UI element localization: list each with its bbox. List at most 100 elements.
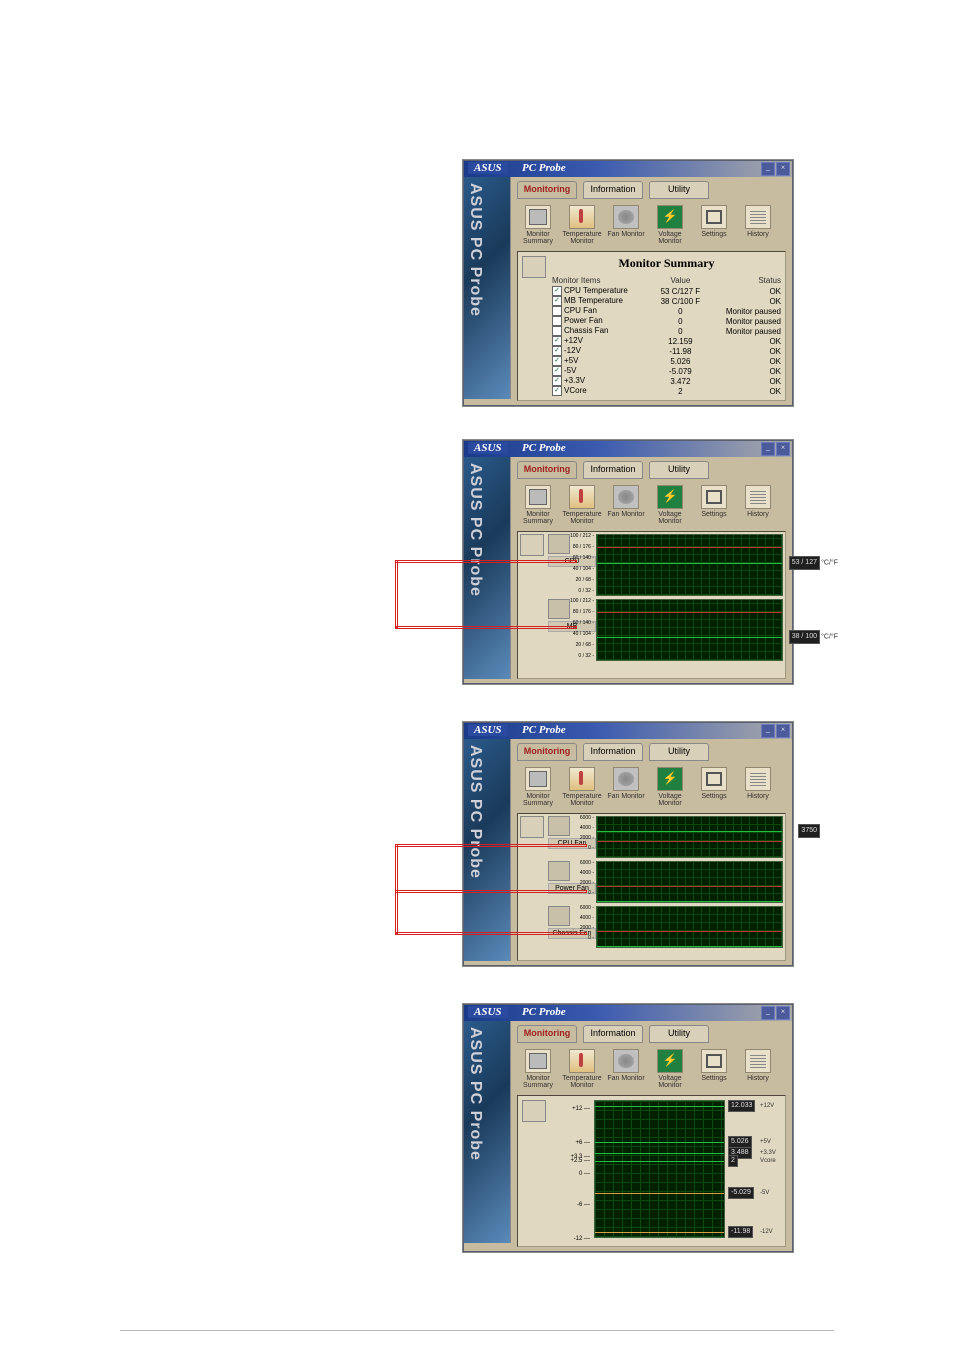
- threshold-line: [597, 841, 782, 842]
- monitor-item-value: 53 C/127 F: [654, 286, 707, 296]
- checkbox[interactable]: ✓: [552, 336, 562, 346]
- tool-settings[interactable]: Settings: [693, 1049, 735, 1089]
- monitor-item-status: OK: [707, 386, 781, 396]
- monitor-item-value: 5.026: [654, 356, 707, 366]
- checkbox[interactable]: [552, 316, 562, 326]
- tool-history[interactable]: History: [737, 485, 779, 525]
- tab-monitoring[interactable]: Monitoring: [517, 181, 577, 199]
- voltage-panel: +12 —+6 —+3.3 —+2.5 —0 —-6 —-12 — 12.033…: [517, 1095, 786, 1247]
- voltage-name: +3.3V: [760, 1150, 776, 1156]
- tool-temperature[interactable]: Temperature Monitor: [561, 1049, 603, 1089]
- tool-temperature[interactable]: Temperature Monitor: [561, 485, 603, 525]
- tool-fan[interactable]: Fan Monitor: [605, 767, 647, 807]
- checkbox[interactable]: ✓: [552, 366, 562, 376]
- tab-information[interactable]: Information: [583, 1025, 643, 1043]
- tab-information[interactable]: Information: [583, 743, 643, 761]
- tool-fan[interactable]: Fan Monitor: [605, 485, 647, 525]
- tab-utility[interactable]: Utility: [649, 1025, 709, 1043]
- minimize-button[interactable]: _: [761, 442, 775, 456]
- history-icon: [745, 485, 771, 509]
- voltage-value: -5.029: [728, 1187, 754, 1199]
- ytick: 0 —: [579, 1171, 590, 1177]
- sidebar: ASUS PC Probe: [464, 177, 511, 399]
- toolbar: Monitor Summary Temperature Monitor Fan …: [517, 1047, 786, 1091]
- minimize-button[interactable]: _: [761, 724, 775, 738]
- close-button[interactable]: ×: [776, 442, 790, 456]
- monitor-item-value: 2: [654, 386, 707, 396]
- voltage-line: [595, 1153, 724, 1154]
- sidebar-brand: ASUS PC Probe: [466, 463, 484, 597]
- ytick: 4000 -: [580, 826, 594, 831]
- callout-line: [395, 560, 398, 628]
- monitor-item-name: -5V: [564, 366, 576, 375]
- ytick: +12 —: [572, 1106, 590, 1112]
- tab-bar: Monitoring Information Utility: [517, 461, 786, 479]
- window-title: PC Probe: [522, 724, 566, 736]
- tool-monitor-summary[interactable]: Monitor Summary: [517, 1049, 559, 1089]
- tool-temperature[interactable]: Temperature Monitor: [561, 767, 603, 807]
- sidebar-brand: ASUS PC Probe: [466, 1027, 484, 1161]
- tool-temperature[interactable]: Temperature Monitor: [561, 205, 603, 245]
- sidebar: ASUS PC Probe: [464, 457, 511, 679]
- data-line: [597, 831, 782, 832]
- checkbox[interactable]: ✓: [552, 346, 562, 356]
- tab-monitoring[interactable]: Monitoring: [517, 743, 577, 761]
- monitor-item-status: OK: [707, 356, 781, 366]
- toolbar: Monitor Summary Temperature Monitor Fan …: [517, 483, 786, 527]
- threshold-line: [597, 612, 782, 613]
- minimize-button[interactable]: _: [761, 162, 775, 176]
- tool-voltage[interactable]: Voltage Monitor: [649, 485, 691, 525]
- tool-fan[interactable]: Fan Monitor: [605, 1049, 647, 1089]
- tab-utility[interactable]: Utility: [649, 461, 709, 479]
- checkbox[interactable]: ✓: [552, 386, 562, 396]
- voltage-name: +12V: [760, 1103, 774, 1109]
- tab-utility[interactable]: Utility: [649, 181, 709, 199]
- table-row: ✓+5V 5.026 OK: [552, 356, 781, 366]
- ytick: 0 / 32 -: [570, 589, 594, 594]
- tool-settings[interactable]: Settings: [693, 485, 735, 525]
- close-button[interactable]: ×: [776, 1006, 790, 1020]
- minimize-button[interactable]: _: [761, 1006, 775, 1020]
- checkbox[interactable]: ✓: [552, 376, 562, 386]
- monitor-item-status: OK: [707, 376, 781, 386]
- voltage-icon: [657, 1049, 683, 1073]
- tool-history[interactable]: History: [737, 767, 779, 807]
- checkbox[interactable]: ✓: [552, 296, 562, 306]
- tool-fan[interactable]: Fan Monitor: [605, 205, 647, 245]
- tool-history[interactable]: History: [737, 205, 779, 245]
- voltage-yaxis: +12 —+6 —+3.3 —+2.5 —0 —-6 —-12 —: [550, 1100, 594, 1242]
- checkbox[interactable]: ✓: [552, 286, 562, 296]
- tool-settings[interactable]: Settings: [693, 767, 735, 807]
- tool-voltage[interactable]: Voltage Monitor: [649, 767, 691, 807]
- tab-information[interactable]: Information: [583, 181, 643, 199]
- tool-voltage[interactable]: Voltage Monitor: [649, 1049, 691, 1089]
- sidebar-brand: ASUS PC Probe: [466, 183, 484, 317]
- close-button[interactable]: ×: [776, 724, 790, 738]
- asus-logo: ASUS: [468, 1006, 508, 1018]
- tab-monitoring[interactable]: Monitoring: [517, 1025, 577, 1043]
- window-title: PC Probe: [522, 1006, 566, 1018]
- tool-voltage[interactable]: Voltage Monitor: [649, 205, 691, 245]
- ytick: -12 —: [574, 1236, 590, 1242]
- tab-information[interactable]: Information: [583, 461, 643, 479]
- tab-monitoring[interactable]: Monitoring: [517, 461, 577, 479]
- monitor-item-name: -12V: [564, 346, 581, 355]
- monitor-item-value: 12.159: [654, 336, 707, 346]
- tool-settings[interactable]: Settings: [693, 205, 735, 245]
- tool-monitor-summary[interactable]: Monitor Summary: [517, 767, 559, 807]
- monitor-item-name: VCore: [564, 386, 587, 395]
- checkbox[interactable]: [552, 326, 562, 336]
- close-button[interactable]: ×: [776, 162, 790, 176]
- monitor-item-status: OK: [707, 366, 781, 376]
- tool-monitor-summary[interactable]: Monitor Summary: [517, 205, 559, 245]
- voltage-line: [595, 1142, 724, 1143]
- tab-utility[interactable]: Utility: [649, 743, 709, 761]
- ytick: 0 / 32 -: [570, 654, 594, 659]
- ytick: 80 / 176 -: [570, 545, 594, 550]
- tool-monitor-summary[interactable]: Monitor Summary: [517, 485, 559, 525]
- checkbox[interactable]: ✓: [552, 356, 562, 366]
- sensor-icon: [548, 599, 570, 619]
- ytick: 0 -: [580, 936, 594, 941]
- checkbox[interactable]: [552, 306, 562, 316]
- tool-history[interactable]: History: [737, 1049, 779, 1089]
